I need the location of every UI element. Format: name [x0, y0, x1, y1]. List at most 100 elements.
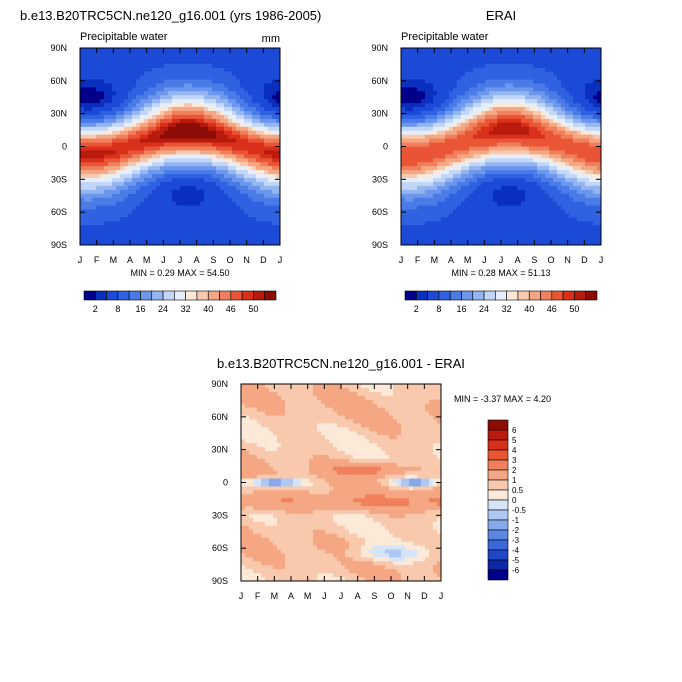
field-cell: [124, 142, 129, 148]
field-cell: [220, 170, 225, 175]
field-cell: [100, 134, 105, 140]
field-cell: [100, 150, 105, 155]
field-cell: [465, 79, 470, 85]
field-cell: [425, 201, 430, 207]
field-cell: [445, 71, 450, 77]
field-cell: [100, 114, 105, 120]
field-cell: [256, 51, 261, 57]
field-cell: [505, 55, 510, 61]
field-cell: [108, 225, 113, 230]
field-cell: [228, 174, 233, 179]
field-cell: [156, 107, 161, 112]
field-cell: [485, 91, 490, 96]
field-cell: [505, 87, 510, 92]
field-cell: [92, 213, 97, 219]
field-cell: [252, 107, 257, 112]
field-cell: [477, 130, 482, 136]
field-cell: [140, 146, 145, 152]
field-cell: [176, 51, 181, 57]
field-cell: [264, 201, 269, 207]
field-cell: [140, 201, 145, 207]
field-cell: [541, 229, 546, 234]
field-cell: [585, 146, 590, 152]
field-cell: [176, 71, 181, 77]
field-cell: [513, 122, 518, 128]
field-cell: [176, 75, 181, 81]
field-cell: [593, 158, 598, 163]
field-cell: [585, 59, 590, 65]
field-cell: [228, 213, 233, 219]
field-cell: [541, 201, 546, 207]
field-cell: [477, 205, 482, 211]
field-cell: [521, 79, 526, 85]
field-cell: [537, 63, 542, 69]
field-cell: [449, 51, 454, 57]
field-cell: [204, 114, 209, 120]
field-cell: [240, 130, 245, 136]
field-cell: [184, 225, 189, 230]
field-cell: [517, 162, 522, 167]
field-cell: [208, 55, 213, 61]
field-cell: [501, 185, 506, 191]
field-cell: [160, 181, 165, 187]
field-cell: [232, 150, 237, 155]
field-cell: [473, 130, 478, 136]
field-cell: [148, 185, 153, 191]
field-cell: [200, 197, 205, 203]
field-cell: [505, 158, 510, 163]
field-cell: [180, 209, 185, 215]
field-cell: [401, 103, 406, 108]
field-cell: [260, 181, 265, 187]
field-cell: [417, 138, 422, 144]
field-cell: [545, 75, 550, 81]
field-cell: [517, 67, 522, 73]
field-cell: [256, 138, 261, 144]
field-cell: [593, 87, 598, 92]
field-cell: [465, 63, 470, 69]
field-cell: [224, 103, 229, 108]
field-cell: [220, 201, 225, 207]
field-cell: [264, 142, 269, 148]
field-cell: [104, 75, 109, 81]
field-cell: [96, 130, 101, 136]
field-cell: [268, 197, 273, 203]
field-cell: [192, 79, 197, 85]
field-cell: [156, 99, 161, 104]
field-cell: [461, 103, 466, 108]
field-cell: [533, 201, 538, 207]
field-cell: [501, 138, 506, 144]
field-cell: [224, 189, 229, 195]
field-cell: [481, 63, 486, 69]
field-cell: [136, 51, 141, 57]
field-cell: [108, 185, 113, 191]
field-cell: [172, 107, 177, 112]
field-cell: [529, 181, 534, 187]
field-cell: [160, 122, 165, 128]
field-cell: [545, 181, 550, 187]
field-cell: [272, 225, 277, 230]
field-cell: [473, 79, 478, 85]
field-cell: [256, 55, 261, 61]
field-cell: [208, 225, 213, 230]
field-cell: [116, 59, 121, 65]
field-cell: [104, 197, 109, 203]
field-cell: [513, 217, 518, 222]
field-cell: [104, 130, 109, 136]
field-cell: [168, 67, 173, 73]
field-cell: [200, 213, 205, 219]
field-cell: [581, 154, 586, 159]
field-cell: [212, 122, 217, 128]
field-cell: [549, 126, 554, 132]
field-cell: [244, 221, 249, 226]
field-cell: [192, 126, 197, 132]
field-cell: [409, 189, 414, 195]
field-cell: [184, 229, 189, 234]
field-cell: [220, 237, 225, 242]
field-cell: [184, 221, 189, 226]
field-cell: [525, 71, 530, 77]
field-cell: [116, 91, 121, 96]
field-cell: [457, 83, 462, 88]
field-cell: [268, 185, 273, 191]
field-cell: [80, 118, 85, 124]
field-cell: [252, 162, 257, 167]
